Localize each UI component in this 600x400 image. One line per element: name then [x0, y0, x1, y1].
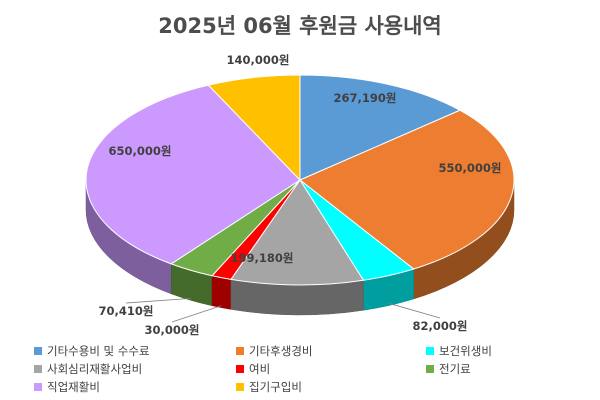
data-label-7: 140,000원 [227, 53, 290, 67]
legend-swatch-5 [426, 365, 434, 373]
data-label-3: 199,180원 [231, 251, 294, 265]
legend-label-7: 집기구입비 [249, 380, 302, 394]
legend-label-5: 전기료 [439, 362, 471, 376]
data-label-6: 650,000원 [109, 144, 172, 158]
data-label-5: 70,410원 [99, 304, 154, 318]
data-label-4: 30,000원 [145, 323, 200, 337]
pie-slice-0 [299, 74, 462, 181]
data-label-0: 267,190원 [334, 91, 397, 105]
leader-lines [125, 297, 441, 323]
legend-swatch-7 [236, 383, 244, 391]
data-label-1: 550,000원 [439, 161, 502, 175]
legend-swatch-4 [236, 365, 244, 373]
legend-label-1: 기타후생경비 [249, 344, 312, 358]
legend-label-2: 보건위생비 [439, 344, 492, 358]
legend-swatch-2 [426, 347, 434, 355]
legend-label-4: 여비 [249, 362, 270, 376]
legend-swatch-0 [34, 347, 42, 355]
leader-line-2 [389, 303, 441, 319]
legend-swatch-1 [236, 347, 244, 355]
pie-side-4 [211, 275, 232, 310]
leader-line-5 [125, 297, 192, 304]
legend-swatch-6 [34, 383, 42, 391]
data-labels: 267,190원 550,000원 82,000원 199,180원 30,000원 70… [99, 53, 502, 337]
pie-slices [85, 74, 515, 286]
chart-title: 2025년 06월 후원금 사용내역 [158, 14, 441, 38]
legend-label-0: 기타수용비 및 수수료 [47, 344, 150, 358]
pie-slice-7 [207, 74, 301, 182]
legend-label-6: 직업재활비 [47, 380, 100, 394]
pie-slice-6 [85, 84, 301, 265]
legend-label-3: 사회심리재활사업비 [47, 362, 142, 376]
legend-swatch-3 [34, 365, 42, 373]
pie-slice-1 [299, 109, 515, 270]
leader-line-4 [171, 305, 222, 323]
pie-slice-3 [230, 179, 365, 286]
data-label-2: 82,000원 [413, 319, 468, 333]
